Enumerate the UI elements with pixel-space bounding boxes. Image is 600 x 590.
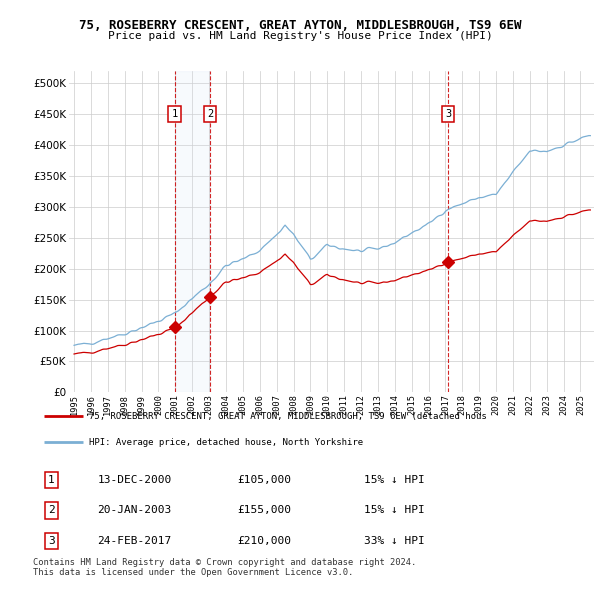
Text: HPI: Average price, detached house, North Yorkshire: HPI: Average price, detached house, Nort… bbox=[89, 438, 363, 447]
Text: 75, ROSEBERRY CRESCENT, GREAT AYTON, MIDDLESBROUGH, TS9 6EW: 75, ROSEBERRY CRESCENT, GREAT AYTON, MID… bbox=[79, 19, 521, 32]
Text: 75, ROSEBERRY CRESCENT, GREAT AYTON, MIDDLESBROUGH, TS9 6EW (detached hous: 75, ROSEBERRY CRESCENT, GREAT AYTON, MID… bbox=[89, 412, 487, 421]
Text: 1: 1 bbox=[48, 476, 55, 485]
Text: 33% ↓ HPI: 33% ↓ HPI bbox=[364, 536, 425, 546]
Text: 15% ↓ HPI: 15% ↓ HPI bbox=[364, 506, 425, 516]
Text: 20-JAN-2003: 20-JAN-2003 bbox=[98, 506, 172, 516]
Text: 15% ↓ HPI: 15% ↓ HPI bbox=[364, 476, 425, 485]
Text: 2: 2 bbox=[48, 506, 55, 516]
Text: £105,000: £105,000 bbox=[238, 476, 292, 485]
Text: 3: 3 bbox=[48, 536, 55, 546]
Text: 13-DEC-2000: 13-DEC-2000 bbox=[98, 476, 172, 485]
Text: £210,000: £210,000 bbox=[238, 536, 292, 546]
Text: Price paid vs. HM Land Registry's House Price Index (HPI): Price paid vs. HM Land Registry's House … bbox=[107, 31, 493, 41]
Text: Contains HM Land Registry data © Crown copyright and database right 2024.
This d: Contains HM Land Registry data © Crown c… bbox=[33, 558, 416, 577]
Text: 24-FEB-2017: 24-FEB-2017 bbox=[98, 536, 172, 546]
Text: 3: 3 bbox=[445, 109, 451, 119]
Bar bbox=[175, 71, 210, 392]
Text: £155,000: £155,000 bbox=[238, 506, 292, 516]
Text: 1: 1 bbox=[172, 109, 178, 119]
Text: 2: 2 bbox=[207, 109, 213, 119]
